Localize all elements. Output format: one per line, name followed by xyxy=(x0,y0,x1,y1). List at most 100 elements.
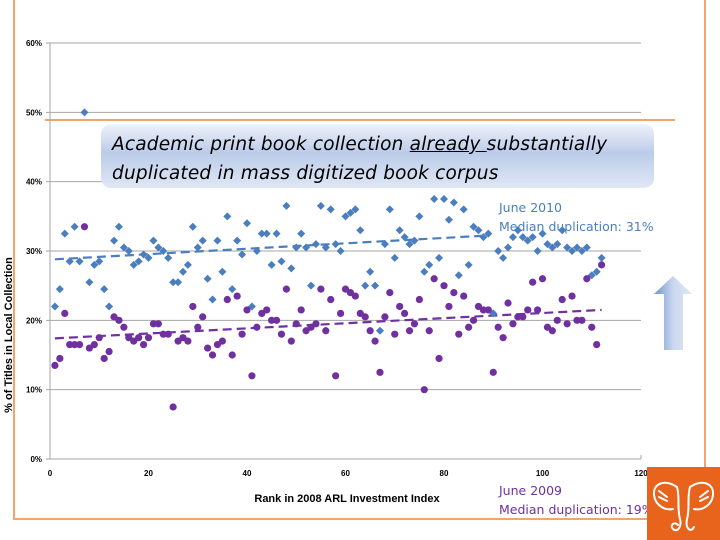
data-point-2010 xyxy=(203,274,212,283)
data-point-2010 xyxy=(464,260,473,269)
data-point-2010 xyxy=(494,247,503,255)
data-point-2009 xyxy=(420,386,428,394)
trendline-june-2009 xyxy=(54,308,602,340)
data-point-2010 xyxy=(70,222,79,231)
data-point-2009 xyxy=(327,295,335,304)
data-point-2009 xyxy=(159,330,167,338)
data-point-2010 xyxy=(169,278,178,287)
data-point-2010 xyxy=(134,257,143,266)
data-point-2010 xyxy=(361,281,370,290)
data-point-2009 xyxy=(509,320,517,328)
slide-frame xyxy=(13,0,706,520)
data-point-2010 xyxy=(149,236,158,245)
data-point-2010 xyxy=(336,247,345,255)
data-point-2010 xyxy=(331,240,340,249)
data-point-2010 xyxy=(528,233,537,242)
data-point-2009 xyxy=(583,275,591,283)
x-tick-label: 20 xyxy=(144,469,153,478)
data-point-2010 xyxy=(390,253,399,262)
data-point-2009 xyxy=(154,320,162,328)
data-point-2010 xyxy=(508,233,517,242)
data-point-2010 xyxy=(272,229,281,238)
data-point-2009 xyxy=(381,313,389,321)
data-point-2010 xyxy=(459,205,468,214)
data-point-2009 xyxy=(558,295,566,304)
annotation-2010: June 2010 Median duplication: 31% xyxy=(498,200,654,234)
data-point-2009 xyxy=(573,316,581,324)
data-point-2009 xyxy=(218,337,226,345)
data-point-2010 xyxy=(287,264,296,273)
data-point-2010 xyxy=(218,267,227,276)
data-point-2010 xyxy=(292,243,301,252)
data-point-2009 xyxy=(415,295,423,304)
data-point-2009 xyxy=(588,323,596,331)
data-point-2009 xyxy=(268,316,276,324)
data-point-2010 xyxy=(533,247,542,255)
data-point-2010 xyxy=(297,229,306,238)
data-point-2010 xyxy=(375,326,384,335)
data-point-2010 xyxy=(577,247,586,255)
data-point-2010 xyxy=(119,243,128,252)
y-tick-labels: 0% 10% 20% 30% 40% 50% 60% xyxy=(26,39,42,464)
data-point-2010 xyxy=(228,285,237,294)
data-point-2009 xyxy=(494,323,502,331)
data-point-2009 xyxy=(80,223,89,231)
data-point-2010 xyxy=(110,236,119,245)
x-tick-label: 40 xyxy=(243,469,252,478)
data-point-2010 xyxy=(75,257,84,266)
data-point-2009 xyxy=(120,323,128,331)
up-arrow-icon xyxy=(654,276,692,350)
data-point-2010 xyxy=(139,250,148,259)
data-point-2010 xyxy=(380,240,389,249)
data-point-2010 xyxy=(65,257,74,266)
data-point-2009 xyxy=(533,306,542,314)
data-point-2009 xyxy=(430,275,438,283)
data-point-2009 xyxy=(253,323,261,331)
data-point-2010 xyxy=(100,285,109,294)
data-point-2009 xyxy=(189,302,197,311)
data-point-2010 xyxy=(400,233,409,242)
data-point-2010 xyxy=(105,302,114,311)
data-point-2009 xyxy=(553,316,561,324)
data-point-2010 xyxy=(572,243,581,252)
data-point-2009 xyxy=(479,306,487,314)
data-point-2009 xyxy=(519,313,527,321)
data-point-2010 xyxy=(316,201,325,210)
x-tick-label: 0 xyxy=(48,469,53,478)
data-point-2010 xyxy=(518,233,527,242)
data-point-2010 xyxy=(582,243,591,252)
data-point-2010 xyxy=(50,302,59,311)
data-point-2010 xyxy=(90,260,99,269)
data-point-2009 xyxy=(204,344,212,352)
data-point-2009 xyxy=(272,316,281,324)
data-point-2009 xyxy=(499,334,507,342)
data-point-2009 xyxy=(469,316,478,324)
data-point-2010 xyxy=(208,295,217,304)
data-point-2010 xyxy=(454,271,463,280)
data-point-2010 xyxy=(356,226,365,235)
data-point-2010 xyxy=(233,236,242,245)
data-point-2009 xyxy=(396,302,404,311)
data-point-2010 xyxy=(568,247,577,255)
data-point-2010 xyxy=(444,215,453,224)
data-point-2009 xyxy=(401,309,409,317)
data-point-2010 xyxy=(371,281,380,290)
data-point-2010 xyxy=(282,201,291,210)
data-point-2009 xyxy=(199,313,207,321)
data-point-2010 xyxy=(405,240,414,249)
y-tick-label: 10% xyxy=(26,386,42,395)
x-tick-label: 120 xyxy=(634,469,648,478)
data-point-2010 xyxy=(60,229,69,238)
data-point-2009 xyxy=(248,372,256,380)
title-line2: duplicated in mass digitized book corpus xyxy=(112,163,499,184)
data-point-2010 xyxy=(223,212,232,221)
data-point-2009 xyxy=(243,306,251,314)
data-point-2010 xyxy=(499,253,508,262)
x-tick-label: 100 xyxy=(536,469,550,478)
data-point-2010 xyxy=(346,208,355,217)
data-point-2009 xyxy=(460,292,468,300)
chart-title: Academic print book collection already s… xyxy=(112,130,607,188)
data-point-2010 xyxy=(474,226,483,235)
data-point-2010 xyxy=(553,240,562,249)
data-point-2010 xyxy=(80,108,89,117)
